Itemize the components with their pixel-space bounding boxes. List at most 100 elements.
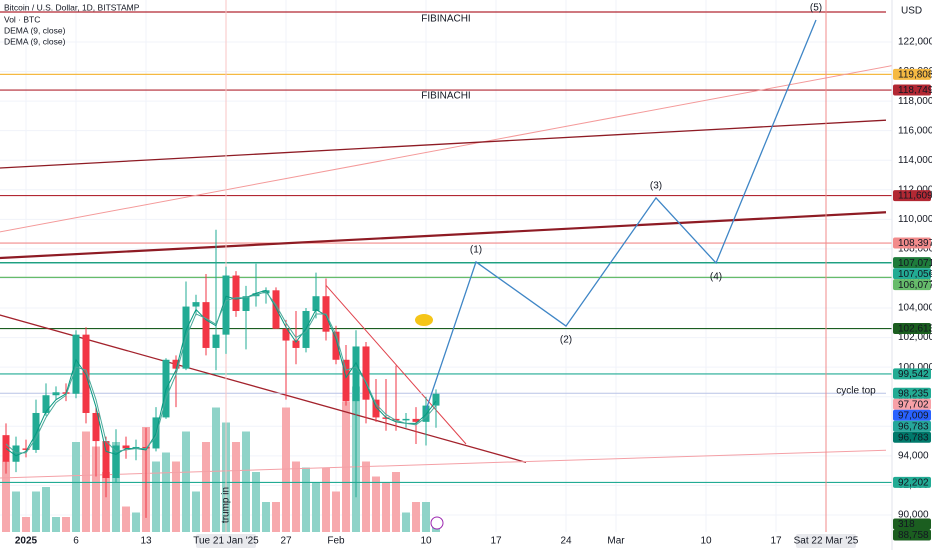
price-badge — [893, 323, 931, 335]
y-tick-label: 114,000 — [898, 155, 932, 166]
chart-title: Bitcoin / U.S. Dollar, 1D, BITSTAMP — [4, 2, 140, 12]
trend-line — [0, 119, 887, 169]
volume-bar — [232, 442, 240, 532]
volume-bar — [112, 442, 120, 532]
wave-label: (1) — [470, 245, 482, 256]
price-badge — [893, 257, 931, 269]
event-icon — [430, 516, 444, 530]
volume-bar — [32, 491, 40, 532]
candle-body — [122, 445, 130, 449]
price-badge — [893, 409, 931, 421]
candle-body — [332, 331, 340, 360]
price-badge — [893, 268, 931, 280]
candle-body — [192, 302, 200, 307]
x-tick-label: 6 — [73, 536, 79, 547]
candle-body — [52, 392, 60, 396]
volume-legend: Vol · BTC — [4, 14, 40, 24]
volume-bar — [372, 476, 380, 532]
volume-bar — [92, 446, 100, 532]
crosshair-label: Tue 21 Jan '25 — [193, 536, 259, 547]
price-badge — [893, 84, 931, 96]
crosshair-label-bg — [796, 534, 856, 548]
candle-body — [202, 302, 210, 348]
candle-body — [292, 340, 300, 348]
volume-bar — [2, 461, 10, 532]
candle-body — [222, 275, 230, 335]
candle-body — [112, 445, 120, 479]
candle-body — [212, 334, 220, 348]
volume-bar — [242, 431, 250, 532]
price-badge-label: 97,702 — [898, 399, 929, 410]
volume-bar — [202, 442, 210, 532]
price-badge-label: 118,749 — [898, 85, 932, 96]
candle-body — [362, 346, 370, 400]
wave-label: (2) — [560, 335, 572, 346]
volume-bar — [22, 517, 30, 532]
trend-line — [0, 211, 887, 260]
y-tick-label: 118,000 — [898, 96, 932, 107]
price-badge-label: 99,542 — [898, 369, 929, 380]
wave-line — [425, 19, 817, 411]
trend-line — [0, 449, 887, 479]
candle-body — [172, 359, 180, 369]
candle-body — [132, 446, 140, 449]
price-badge — [893, 237, 931, 249]
price-badge-label: 107,056 — [898, 269, 932, 280]
trend-line — [325, 284, 467, 445]
candle-body — [412, 418, 420, 422]
candle-body — [92, 412, 100, 442]
volume-bar — [392, 472, 400, 532]
price-badge-label: 88,758 — [898, 530, 929, 541]
price-badge — [893, 431, 931, 443]
volume-bar — [212, 407, 220, 532]
price-badge-label: 106,077 — [898, 280, 932, 291]
candle-body — [282, 328, 290, 341]
candle-body — [432, 393, 440, 406]
annotation: cycle top — [836, 385, 876, 396]
x-tick-label: 17 — [770, 536, 782, 547]
candle-body — [342, 359, 350, 402]
volume-bar — [312, 482, 320, 532]
candle-body — [372, 399, 380, 418]
x-tick-label: 10 — [700, 536, 712, 547]
candle-body — [102, 441, 110, 479]
volume-bar — [192, 491, 200, 532]
price-badge — [893, 387, 931, 399]
volume-bar — [382, 482, 390, 532]
trend-line — [0, 65, 892, 233]
wave-label: (4) — [710, 272, 722, 283]
price-badge-label: 97,009 — [898, 410, 929, 421]
y-tick-label: 100,000 — [898, 362, 932, 373]
y-tick-label: 122,000 — [898, 37, 932, 48]
plot-area: (1) (2) (3) (4) (5) FIBINACHI FIBINACHI cycle t… — [0, 0, 892, 532]
crosshair-label-bg — [196, 534, 256, 548]
volume-bar — [302, 467, 310, 532]
price-badge-label: 107,071 — [898, 258, 932, 269]
price-badge — [893, 529, 931, 541]
volume-bar — [272, 502, 280, 532]
currency-label: USD — [901, 6, 922, 17]
candle-body — [42, 395, 50, 413]
indicator-line — [5, 289, 437, 457]
price-badge-label: 111,609 — [898, 191, 932, 202]
volume-bar — [172, 461, 180, 532]
axes: 90,00092,00094,00096,00098,000100,000102… — [15, 37, 932, 548]
x-tick-label: 2025 — [15, 536, 38, 547]
y-tick-label: 108,000 — [898, 244, 932, 255]
crosshair-label: Sat 22 Mar '25 — [794, 536, 859, 547]
legend-entry: DEMA (9, close) — [4, 25, 66, 35]
y-tick-label: 102,000 — [898, 332, 932, 343]
candle-body — [272, 290, 280, 329]
price-badge — [893, 68, 931, 80]
y-tick-label: 94,000 — [898, 450, 929, 461]
price-badge-label: 102,613 — [898, 324, 932, 335]
price-badge — [893, 476, 931, 488]
volume-bar — [72, 442, 80, 532]
volume-bar — [402, 512, 410, 532]
annotation: trump in — [221, 487, 232, 523]
price-badge-label: 318 — [898, 519, 915, 530]
volume-bar — [322, 467, 330, 532]
candle-body — [32, 412, 40, 450]
volume-bar — [422, 502, 430, 532]
